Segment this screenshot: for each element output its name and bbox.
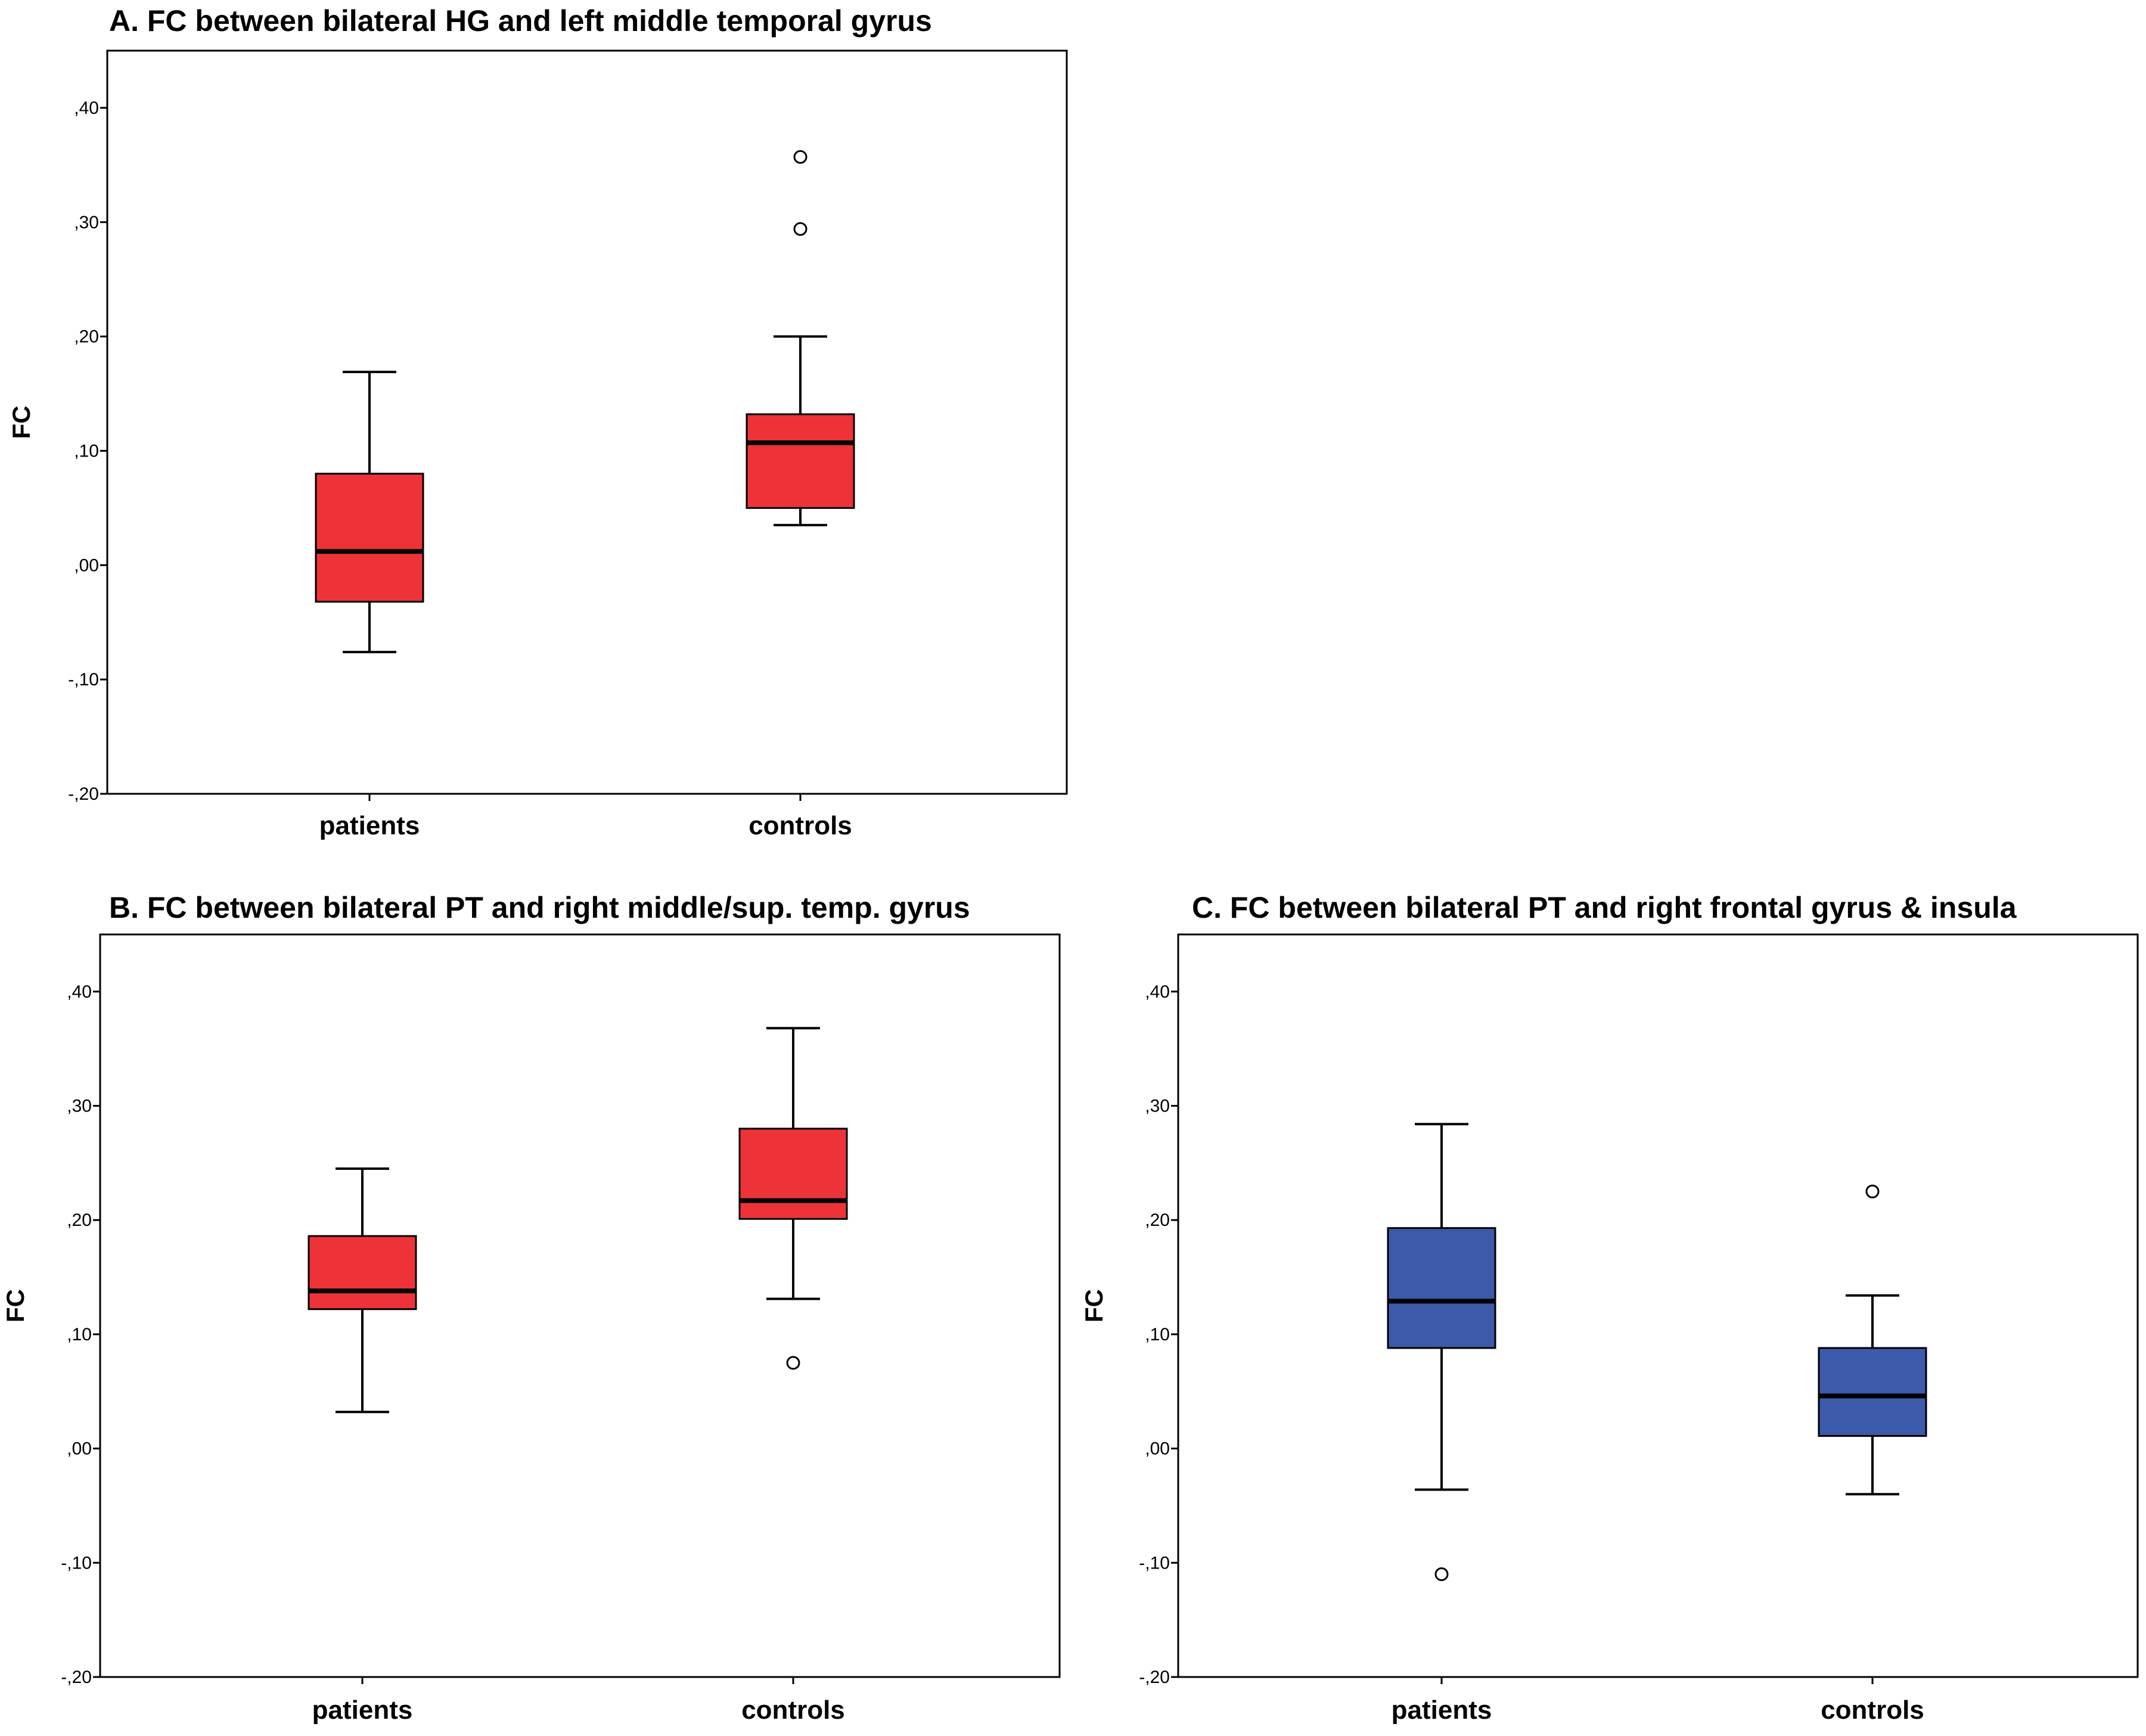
- y-tick-label: ,30: [67, 1097, 92, 1116]
- panel-b: B. FC between bilateral PT and right mid…: [1, 891, 1061, 1725]
- outlier-point: [1865, 1184, 1880, 1198]
- box-patients: [308, 1167, 417, 1414]
- y-tick-label: -,10: [68, 670, 99, 690]
- outlier-point: [793, 150, 808, 164]
- y-tick-label: -,10: [61, 1553, 92, 1573]
- outlier-point: [786, 1356, 800, 1370]
- y-tick-label: ,40: [67, 982, 92, 1002]
- y-tick-label: -,20: [61, 1667, 92, 1687]
- iqr-box: [1387, 1227, 1496, 1349]
- y-tick-label: ,20: [67, 1210, 92, 1230]
- panel-title: C. FC between bilateral PT and right fro…: [1192, 891, 2017, 924]
- plot-frame: [106, 49, 1068, 795]
- box-controls: [746, 150, 855, 527]
- y-tick-label: ,20: [74, 327, 99, 347]
- plot-frame: [1177, 933, 2139, 1678]
- x-category-label: patients: [312, 1695, 413, 1725]
- y-tick-label: ,00: [1145, 1439, 1170, 1459]
- y-axis-label: FC: [7, 406, 35, 439]
- panel-c: C. FC between bilateral PT and right fro…: [1080, 891, 2139, 1725]
- x-category-label: patients: [1392, 1695, 1492, 1725]
- y-tick-label: ,40: [1145, 982, 1170, 1002]
- box-controls: [738, 1027, 848, 1370]
- y-tick-label: -,20: [1139, 1667, 1170, 1687]
- plot-frame: [99, 933, 1061, 1678]
- x-category-label: controls: [741, 1695, 845, 1725]
- box-controls: [1818, 1184, 1927, 1496]
- y-tick-label: ,10: [74, 441, 99, 461]
- y-tick-label: ,20: [1145, 1210, 1170, 1230]
- iqr-box: [315, 473, 424, 603]
- panel-title: B. FC between bilateral PT and right mid…: [109, 891, 970, 924]
- y-tick-label: ,30: [1145, 1097, 1170, 1116]
- y-tick-label: ,00: [74, 555, 99, 575]
- y-tick-label: ,10: [1145, 1325, 1170, 1344]
- x-category-label: controls: [749, 811, 852, 840]
- iqr-box: [746, 413, 855, 509]
- x-category-label: controls: [1821, 1695, 1924, 1725]
- x-category-label: patients: [319, 811, 420, 840]
- outlier-point: [1434, 1567, 1449, 1581]
- y-axis-label: FC: [1080, 1289, 1108, 1322]
- panel-a: A. FC between bilateral HG and left midd…: [7, 4, 1068, 840]
- box-patients: [315, 371, 424, 654]
- panel-title: A. FC between bilateral HG and left midd…: [109, 4, 932, 38]
- iqr-box: [308, 1235, 417, 1310]
- y-tick-label: ,10: [67, 1325, 92, 1344]
- y-tick-label: ,40: [74, 98, 99, 118]
- y-tick-label: -,10: [1139, 1553, 1170, 1573]
- y-axis-label: FC: [1, 1289, 29, 1322]
- box-patients: [1387, 1123, 1496, 1581]
- y-tick-label: ,30: [74, 213, 99, 232]
- outlier-point: [793, 222, 808, 236]
- y-tick-label: -,20: [68, 784, 99, 804]
- iqr-box: [1818, 1347, 1927, 1437]
- y-tick-label: ,00: [67, 1439, 92, 1459]
- iqr-box: [738, 1128, 848, 1220]
